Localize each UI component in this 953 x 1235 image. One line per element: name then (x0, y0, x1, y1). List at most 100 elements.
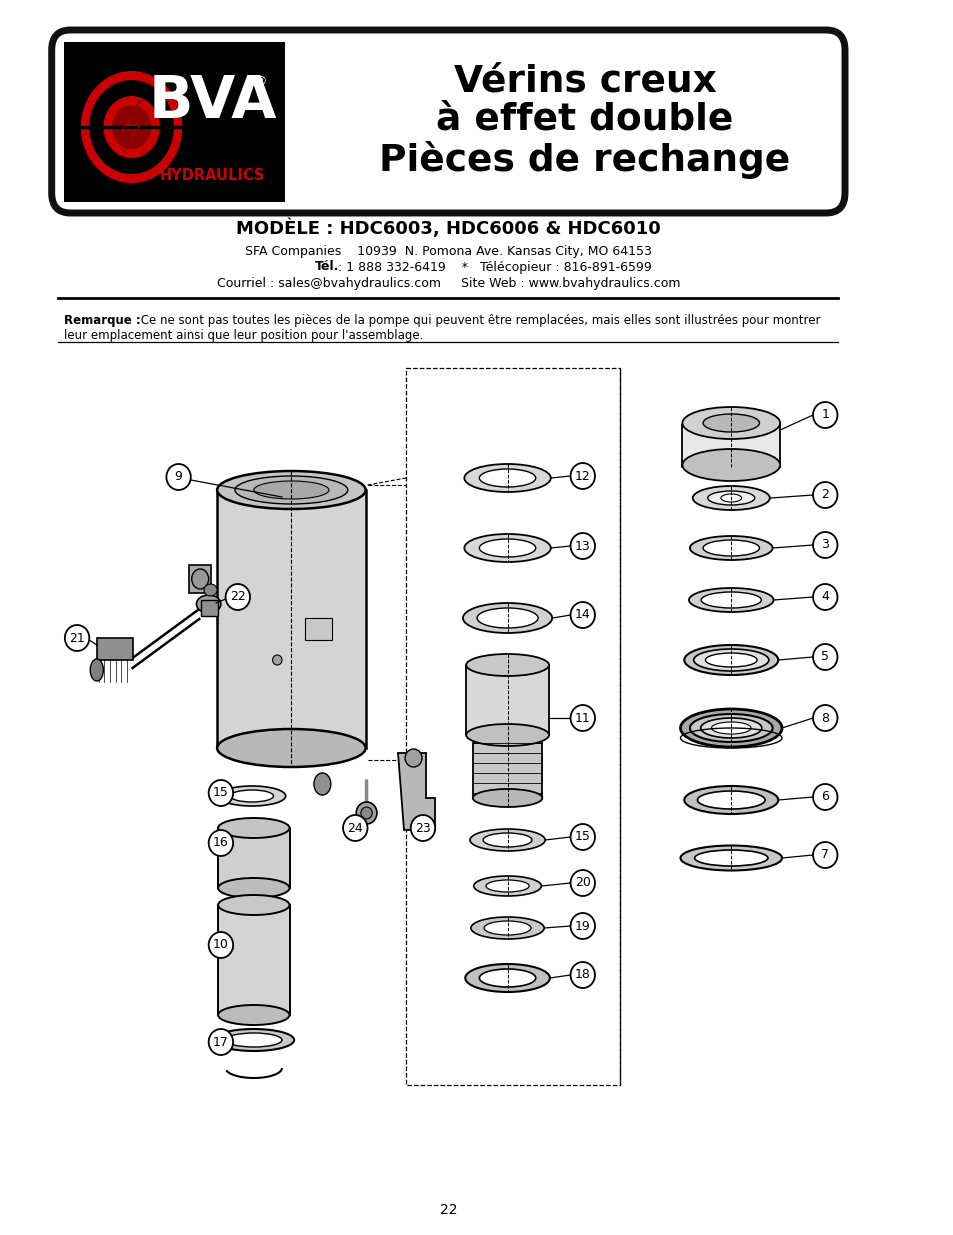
Ellipse shape (204, 584, 217, 597)
Circle shape (570, 869, 595, 897)
Text: 1: 1 (821, 409, 828, 421)
Circle shape (570, 463, 595, 489)
Ellipse shape (217, 471, 365, 509)
Ellipse shape (478, 969, 536, 987)
Ellipse shape (465, 965, 549, 992)
Ellipse shape (476, 608, 537, 629)
Ellipse shape (702, 414, 759, 432)
Ellipse shape (253, 480, 329, 499)
Text: 8: 8 (821, 711, 828, 725)
Ellipse shape (196, 595, 221, 613)
Ellipse shape (217, 729, 365, 767)
Ellipse shape (466, 724, 548, 746)
Text: 17: 17 (213, 1035, 229, 1049)
Text: Tél.: Tél. (314, 261, 339, 273)
Ellipse shape (464, 534, 550, 562)
Circle shape (209, 932, 233, 958)
Text: 7: 7 (821, 848, 828, 862)
Circle shape (273, 655, 282, 664)
Text: 16: 16 (213, 836, 229, 850)
Text: Courriel : sales@bvahydraulics.com     Site Web : www.bvahydraulics.com: Courriel : sales@bvahydraulics.com Site … (216, 277, 679, 289)
Bar (64, 42, 285, 203)
Circle shape (812, 482, 837, 508)
Circle shape (166, 464, 191, 490)
Circle shape (570, 601, 595, 629)
Text: 6: 6 (821, 790, 828, 804)
Ellipse shape (81, 70, 182, 183)
Ellipse shape (473, 789, 541, 806)
Text: 4: 4 (821, 590, 828, 604)
Ellipse shape (681, 408, 780, 438)
Polygon shape (122, 101, 141, 153)
Ellipse shape (485, 881, 529, 892)
Ellipse shape (464, 464, 550, 492)
Ellipse shape (707, 492, 754, 505)
Ellipse shape (689, 536, 772, 559)
Text: HYDRAULICS: HYDRAULICS (159, 168, 265, 183)
Circle shape (209, 830, 233, 856)
Bar (218, 827, 289, 888)
Text: 24: 24 (347, 821, 363, 835)
Ellipse shape (218, 785, 286, 806)
Text: 22: 22 (439, 1203, 456, 1216)
Circle shape (812, 532, 837, 558)
Ellipse shape (700, 592, 760, 608)
Text: leur emplacement ainsi que leur position pour l'assemblage.: leur emplacement ainsi que leur position… (64, 329, 423, 342)
Ellipse shape (681, 450, 780, 480)
Ellipse shape (688, 588, 773, 613)
Bar (473, 743, 541, 798)
Ellipse shape (462, 603, 552, 634)
Bar (305, 618, 332, 640)
Ellipse shape (218, 1005, 289, 1025)
Ellipse shape (683, 785, 778, 814)
Bar (217, 490, 365, 748)
Circle shape (209, 781, 233, 806)
Text: : 1 888 332-6419    *   Télécopieur : 816-891-6599: : 1 888 332-6419 * Télécopieur : 816-891… (334, 261, 651, 273)
Ellipse shape (103, 96, 159, 158)
Ellipse shape (694, 850, 767, 866)
Ellipse shape (720, 494, 740, 501)
Text: 15: 15 (575, 830, 590, 844)
Text: BVA: BVA (148, 74, 276, 131)
Text: Vérins creux: Vérins creux (454, 64, 716, 100)
Ellipse shape (355, 802, 376, 824)
Text: 9: 9 (174, 471, 182, 483)
Polygon shape (397, 753, 435, 830)
Ellipse shape (704, 653, 757, 667)
Ellipse shape (478, 538, 536, 557)
Ellipse shape (91, 659, 103, 680)
Ellipse shape (230, 790, 274, 802)
Ellipse shape (218, 895, 289, 915)
Ellipse shape (471, 918, 543, 939)
Text: Remarque :: Remarque : (64, 314, 140, 327)
Ellipse shape (218, 878, 289, 898)
Ellipse shape (700, 718, 761, 739)
Circle shape (812, 643, 837, 671)
Text: 11: 11 (575, 711, 590, 725)
Bar (681, 425, 780, 467)
Circle shape (812, 403, 837, 429)
Circle shape (570, 534, 595, 559)
Bar (189, 564, 212, 593)
Ellipse shape (213, 1029, 294, 1051)
Bar (96, 638, 132, 659)
Text: SFA Companies    10939  N. Pomona Ave. Kansas City, MO 64153: SFA Companies 10939 N. Pomona Ave. Kansa… (245, 245, 651, 258)
Text: 10: 10 (213, 939, 229, 951)
Circle shape (411, 815, 435, 841)
Ellipse shape (711, 722, 750, 734)
Circle shape (812, 705, 837, 731)
Text: 23: 23 (415, 821, 431, 835)
Text: 15: 15 (213, 787, 229, 799)
Text: 19: 19 (575, 920, 590, 932)
Ellipse shape (679, 709, 781, 747)
Bar (466, 664, 548, 735)
Ellipse shape (225, 1032, 282, 1047)
Text: Ce ne sont pas toutes les pièces de la pompe qui peuvent être remplacées, mais e: Ce ne sont pas toutes les pièces de la p… (137, 314, 820, 327)
Circle shape (65, 625, 90, 651)
Text: 22: 22 (230, 590, 246, 604)
Ellipse shape (470, 829, 544, 851)
Circle shape (570, 962, 595, 988)
Text: 2: 2 (821, 489, 828, 501)
Ellipse shape (360, 806, 372, 819)
Ellipse shape (679, 846, 781, 871)
